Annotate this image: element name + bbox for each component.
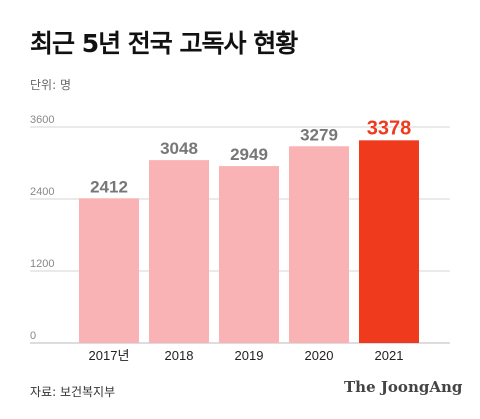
y-tick-label: 0 <box>30 330 36 342</box>
x-axis: 2017년 2018 2019 2020 2021 <box>89 348 404 363</box>
data-label: 3378 <box>367 117 412 139</box>
data-label: 3279 <box>300 125 338 144</box>
data-label: 2949 <box>230 145 268 164</box>
y-tick-label: 3600 <box>30 114 54 126</box>
source-note: 자료: 보건복지부 <box>30 385 116 399</box>
brand-logo: The JoongAng <box>344 378 463 396</box>
y-tick-label: 2400 <box>30 186 54 198</box>
x-tick-label: 2019 <box>235 348 264 363</box>
data-labels: 2412 3048 2949 3279 3378 <box>90 117 411 196</box>
bar <box>289 146 349 343</box>
x-tick-label: 2017년 <box>89 348 130 363</box>
x-tick-label: 2021 <box>375 348 404 363</box>
bar <box>359 140 419 343</box>
unit-label: 단위: 명 <box>30 78 71 92</box>
bar <box>219 166 279 343</box>
y-tick-label: 1200 <box>30 258 54 270</box>
data-label: 2412 <box>90 177 128 196</box>
x-tick-label: 2018 <box>165 348 194 363</box>
chart-title: 최근 5년 전국 고독사 현황 <box>30 29 298 58</box>
bar <box>79 198 139 343</box>
x-tick-label: 2020 <box>305 348 334 363</box>
data-label: 3048 <box>160 139 198 158</box>
bars <box>79 140 419 343</box>
bar <box>149 160 209 343</box>
